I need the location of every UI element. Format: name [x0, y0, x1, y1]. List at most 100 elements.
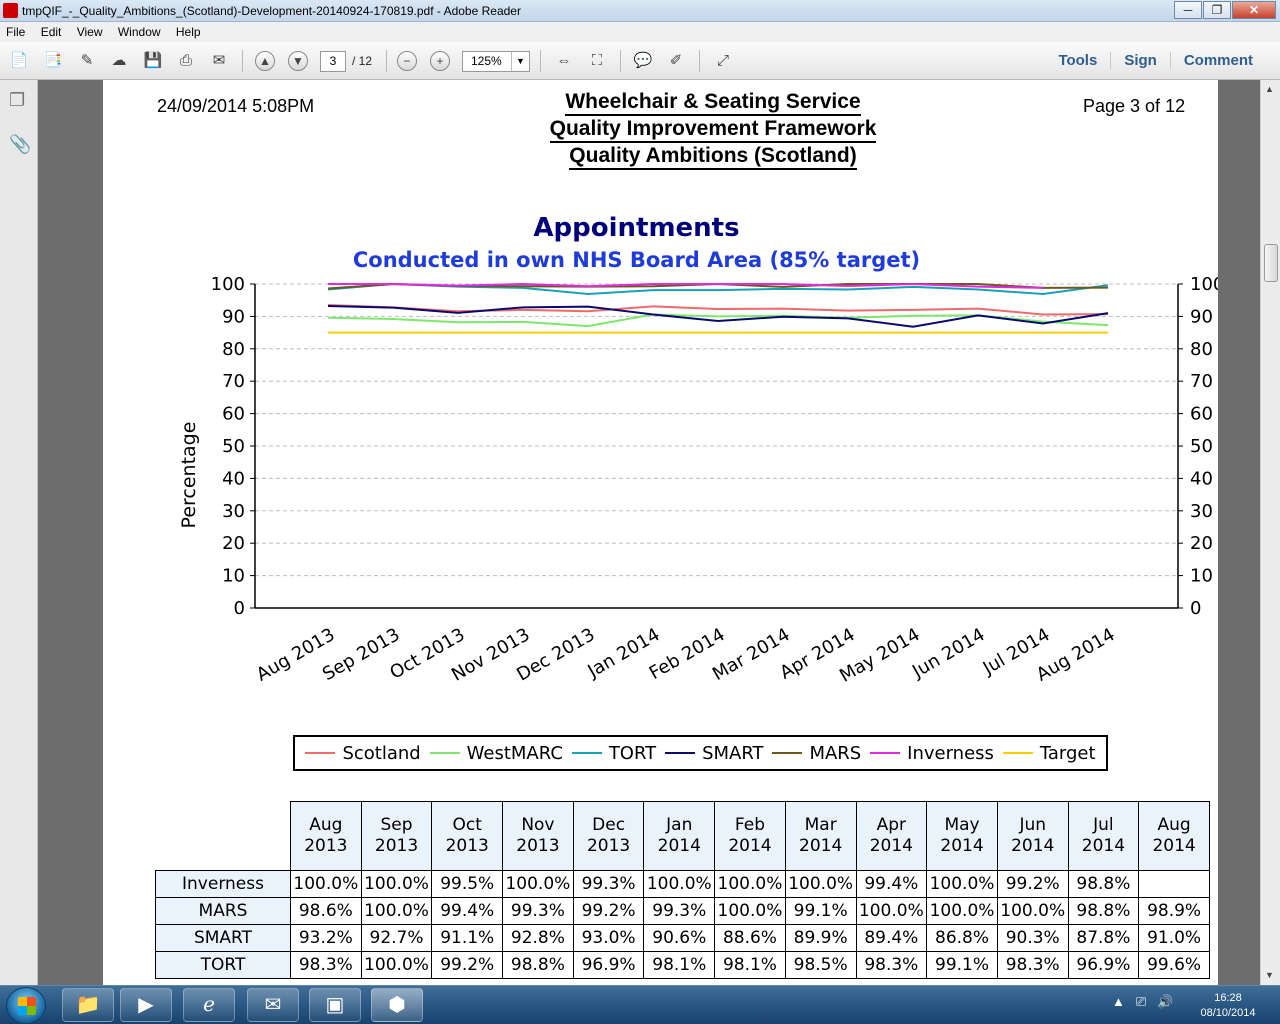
table-corner — [155, 801, 291, 871]
table-row: Inverness 100.0% 100.0% 99.5% 100.0% 99.3% 100… — [155, 870, 1210, 898]
zoom-select[interactable]: 125% ▼ — [462, 51, 530, 72]
table-cell: 100.0% — [360, 870, 433, 898]
edit-document-icon[interactable]: ✎ — [80, 52, 94, 69]
y-tick-label-left: 40 — [222, 468, 245, 489]
zoom-out-icon[interactable]: − — [397, 51, 417, 71]
y-tick-label-left: 80 — [222, 339, 245, 360]
page-number-input[interactable]: 3 — [320, 51, 346, 72]
y-tick-label-right: 50 — [1190, 436, 1213, 457]
scroll-down-icon[interactable]: ▼ — [1265, 970, 1274, 980]
menu-window[interactable]: Window — [117, 25, 161, 39]
attachments-icon[interactable]: 📎 — [9, 134, 32, 154]
legend-swatch — [571, 752, 602, 754]
column-header: Oct 2013 — [431, 801, 504, 871]
series-line-inverness — [328, 282, 1044, 289]
start-button[interactable] — [6, 987, 46, 1024]
table-cell: 90.3% — [996, 924, 1069, 952]
email-icon[interactable]: ✉ — [212, 52, 226, 69]
y-tick-label-right: 60 — [1190, 404, 1213, 425]
next-page-icon[interactable]: ▼ — [288, 51, 308, 71]
menu-bar: File Edit View Window Help — [0, 22, 1280, 42]
menu-edit[interactable]: Edit — [40, 25, 62, 39]
maximize-button[interactable]: ❐ — [1203, 1, 1231, 19]
table-cell: 98.3% — [290, 951, 362, 979]
y-tick-label-right: 0 — [1190, 598, 1201, 619]
legend-swatch — [305, 752, 336, 754]
table-cell: 100.0% — [360, 897, 433, 925]
adobe-reader-taskbar-icon[interactable]: ⬢ — [371, 988, 423, 1022]
upload-cloud-icon[interactable]: ☁ — [111, 52, 127, 69]
legend-item-scotland: Scotland — [305, 743, 421, 764]
table-cell: 86.8% — [926, 924, 998, 952]
table-cell: 93.0% — [572, 924, 645, 952]
column-header: Mar 2014 — [784, 801, 857, 871]
full-screen-icon[interactable]: ⤢ — [716, 52, 729, 69]
page-thumbnails-icon[interactable]: ❐ — [9, 90, 26, 110]
navigation-pane: ❐ 📎 — [0, 80, 38, 985]
table-cell: 96.9% — [1067, 951, 1140, 979]
scroll-up-icon[interactable]: ▲ — [1265, 84, 1274, 94]
fit-width-icon[interactable]: ⇔ — [556, 52, 572, 69]
chart-title: Appointments — [533, 213, 740, 243]
table-cell: 99.6% — [1138, 951, 1210, 979]
vertical-scrollbar[interactable]: ▲ ▼ — [1260, 80, 1280, 985]
legend-item-westmarc: WestMARC — [429, 743, 563, 764]
table-cell: 99.3% — [643, 897, 716, 925]
table-cell: 99.3% — [502, 897, 574, 925]
previous-page-icon[interactable]: ▲ — [255, 51, 275, 71]
y-tick-label-right: 90 — [1190, 306, 1213, 327]
line-chart: 0 0 10 10 20 20 30 30 40 40 50 50 60 60 70 70 80 80 90 90 10… — [178, 274, 1218, 687]
sticky-note-icon[interactable]: 💬 — [633, 52, 653, 69]
media-player-icon[interactable]: ▶ — [120, 988, 172, 1022]
volume-icon[interactable]: 🔊 — [1156, 994, 1174, 1009]
y-tick-label-right: 80 — [1190, 339, 1213, 360]
table-cell: 99.2% — [431, 951, 504, 979]
chevron-down-icon[interactable]: ▼ — [511, 52, 529, 71]
show-hidden-icons-icon[interactable]: ▲ — [1112, 994, 1125, 1009]
table-cell: 100.0% — [502, 870, 574, 898]
report-title: Wheelchair & Seating Service Quality Imp… — [483, 89, 943, 170]
tools-link[interactable]: Tools — [1058, 52, 1098, 69]
table-cell: 100.0% — [360, 951, 433, 979]
close-button[interactable]: ✕ — [1232, 1, 1276, 19]
table-cell: 87.8% — [1067, 924, 1140, 952]
internet-explorer-icon[interactable]: ℯ — [183, 988, 235, 1022]
menu-view[interactable]: View — [76, 25, 103, 39]
document-viewer[interactable]: 24/09/2014 5:08PM Wheelchair & Seating S… — [38, 80, 1260, 985]
file-explorer-icon[interactable]: 📁 — [62, 988, 114, 1022]
comment-link[interactable]: Comment — [1169, 52, 1266, 69]
fit-page-icon[interactable]: ⛶ — [591, 52, 603, 69]
menu-file[interactable]: File — [6, 25, 26, 39]
row-header: Inverness — [155, 870, 291, 898]
y-tick-label-right: 40 — [1190, 468, 1213, 489]
table-cell: 90.6% — [643, 924, 716, 952]
column-header: Jan 2014 — [643, 801, 716, 871]
legend-swatch — [870, 752, 901, 754]
outlook-icon[interactable]: ✉ — [247, 988, 299, 1022]
table-cell: 100.0% — [784, 870, 857, 898]
y-tick-label-left: 70 — [222, 371, 245, 392]
sign-link[interactable]: Sign — [1110, 52, 1170, 69]
y-tick-label-right: 100 — [1190, 274, 1218, 295]
legend-item-inverness: Inverness — [870, 743, 994, 764]
combine-files-icon[interactable]: 📑 — [43, 52, 63, 69]
y-tick-label-left: 10 — [222, 566, 245, 587]
clock-date: 08/10/2014 — [1200, 1007, 1256, 1019]
minimize-button[interactable]: ─ — [1174, 1, 1202, 19]
menu-help[interactable]: Help — [175, 25, 201, 39]
legend-label: Target — [1039, 742, 1096, 764]
zoom-in-icon[interactable]: + — [430, 51, 450, 71]
table-row: TORT 98.3% 100.0% 99.2% 98.8% 96.9% 98.1% 98.1%… — [155, 951, 1210, 979]
system-tray: ▲ ⎚ 🔊 — [1112, 994, 1173, 1010]
column-header: May 2014 — [926, 801, 998, 871]
taskbar: 📁 ▶ ℯ ✉ ▣ ⬢ ▲ ⎚ 🔊 16:28 08/10/2014 — [0, 985, 1280, 1024]
presentation-app-icon[interactable]: ▣ — [309, 988, 361, 1022]
clock[interactable]: 16:28 08/10/2014 — [1192, 991, 1264, 1021]
print-icon[interactable]: ⎙ — [179, 52, 192, 69]
network-icon[interactable]: ⎚ — [1135, 994, 1147, 1009]
scrollbar-thumb[interactable] — [1264, 244, 1278, 282]
highlight-icon[interactable]: ✐ — [669, 52, 683, 69]
save-icon[interactable]: 💾 — [143, 52, 163, 69]
table-cell: 98.5% — [784, 951, 857, 979]
create-pdf-icon[interactable]: 📄 — [9, 52, 29, 69]
